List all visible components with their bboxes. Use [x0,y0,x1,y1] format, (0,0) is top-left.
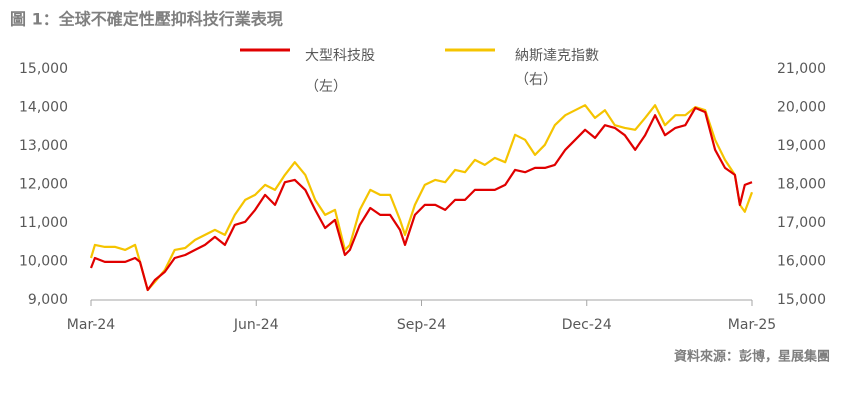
y2-tick-label: 17,000 [777,215,826,231]
legend-note: （左） [305,79,347,95]
y2-tick-label: 18,000 [777,177,826,193]
series-line [89,106,753,292]
x-tick-label: Sep-24 [397,317,446,333]
chart-title: 圖 1：全球不確定性壓抑科技行業表現 [10,10,283,29]
y-tick-label: 10,000 [19,254,68,270]
y2-tick-label: 15,000 [777,292,826,308]
y-tick-label: 15,000 [19,61,68,77]
x-tick-label: Dec-24 [562,317,612,333]
x-tick-label: Jun-24 [233,317,279,333]
x-tick-label: Mar-25 [728,317,776,333]
y2-tick-label: 20,000 [777,100,826,116]
x-tick-label: Mar-24 [67,317,115,333]
legend-label: 大型科技股 [305,48,375,64]
legend-label: 納斯達克指數 [515,48,599,64]
source: 資料來源：彭博，星展集團 [674,349,830,365]
y2-tick-label: 21,000 [777,61,826,77]
y2-tick-label: 16,000 [777,254,826,270]
y2-tick-label: 19,000 [777,138,826,154]
y-tick-label: 14,000 [19,100,68,116]
legend-note: （右） [515,72,557,88]
series-line [89,104,754,292]
y-tick-label: 12,000 [19,177,68,193]
y-tick-label: 9,000 [28,292,68,308]
y-tick-label: 13,000 [19,138,68,154]
y-tick-label: 11,000 [19,215,68,231]
